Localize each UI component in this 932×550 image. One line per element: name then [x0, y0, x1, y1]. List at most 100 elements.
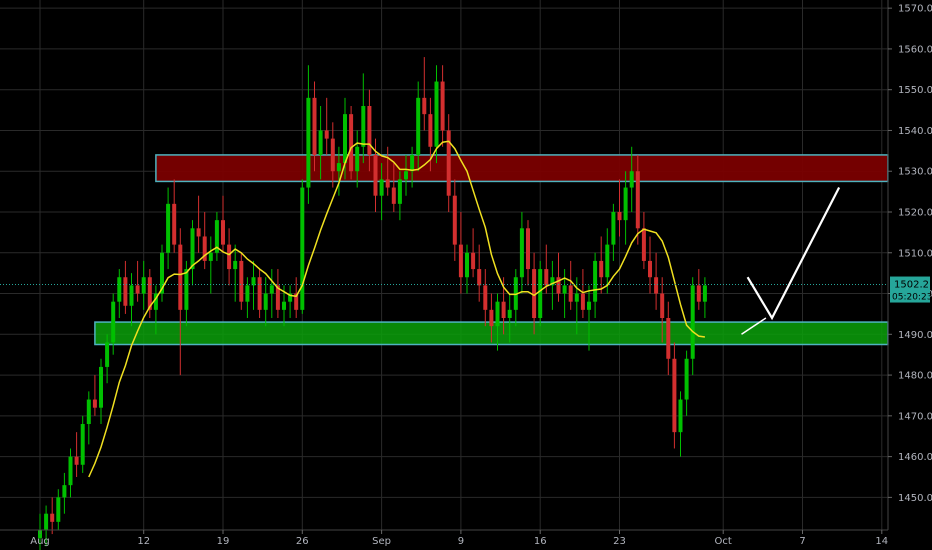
x-tick-label: 14 — [875, 536, 888, 547]
candle-body — [471, 252, 476, 270]
candle-body — [617, 212, 622, 221]
last-price-badge-box — [890, 276, 930, 303]
candle-body — [135, 285, 140, 294]
candle-body — [526, 228, 530, 270]
y-tick-label: 1550.00 — [898, 85, 932, 96]
candle-body — [446, 130, 451, 196]
y-tick-label: 1540.00 — [898, 126, 932, 137]
bar-countdown: 05:20:23 — [892, 293, 932, 303]
candle-body — [489, 309, 494, 327]
candle-body — [507, 309, 512, 318]
projection-lines — [741, 186, 841, 335]
candle-body — [355, 146, 360, 172]
projection-path-secondary — [741, 317, 767, 335]
candle-body — [208, 252, 213, 261]
candle-body — [336, 163, 341, 172]
y-axis[interactable]: 1450.001460.001470.001480.001490.001500.… — [888, 4, 932, 504]
moving-average-line — [88, 140, 706, 478]
candle-body — [440, 81, 445, 131]
candle-body — [623, 187, 628, 221]
candle-body — [391, 187, 396, 204]
x-tick-label: Sep — [372, 536, 391, 547]
candle-body — [599, 260, 604, 278]
candle-body — [532, 269, 537, 318]
x-tick-label: Aug — [30, 536, 50, 547]
candle-body — [117, 277, 122, 302]
candle-body — [111, 301, 116, 343]
candle-body — [56, 497, 61, 522]
candle-body — [629, 171, 634, 188]
x-tick-label: 26 — [296, 536, 309, 547]
candle-body — [275, 285, 280, 310]
candle-body — [574, 293, 579, 302]
candle-body — [269, 285, 274, 294]
candle-body — [660, 293, 665, 318]
candle-body — [672, 358, 677, 433]
candle-body — [410, 154, 415, 172]
candles — [38, 57, 707, 550]
candle-body — [458, 244, 463, 278]
candle-body — [666, 318, 671, 359]
candle-body — [99, 366, 103, 408]
x-tick-label: 9 — [458, 536, 464, 547]
candle-body — [324, 130, 329, 139]
x-tick-label: 16 — [534, 536, 547, 547]
candle-body — [80, 424, 85, 465]
x-tick-label: 23 — [613, 536, 626, 547]
candle-body — [641, 228, 646, 261]
candle-body — [50, 513, 55, 522]
x-axis[interactable]: Aug 12 19 26 Sep 9 16 23 Oct 7 14 — [30, 530, 888, 547]
candle-body — [257, 277, 262, 310]
candle-body — [330, 138, 335, 172]
candle-body — [147, 277, 152, 310]
candle-body — [166, 203, 171, 253]
y-tick-label: 1530.00 — [898, 167, 932, 178]
candle-body — [580, 293, 585, 310]
candle-body — [141, 277, 146, 294]
candle-body — [214, 220, 219, 253]
candle-body — [86, 399, 91, 424]
resistance-zone — [155, 154, 889, 183]
projection-path — [746, 186, 841, 321]
y-tick-label: 1570.00 — [898, 4, 932, 15]
candle-body — [306, 97, 311, 188]
candle-body — [568, 285, 573, 302]
candle-body — [404, 171, 408, 180]
candle-body — [221, 220, 225, 245]
candle-body — [690, 285, 695, 359]
candle-body — [422, 97, 427, 115]
candle-body — [550, 277, 555, 286]
candle-body — [562, 285, 567, 294]
y-tick-label: 1510.00 — [898, 248, 932, 259]
candle-body — [294, 293, 299, 310]
y-tick-label: 1450.00 — [898, 493, 932, 504]
candle-body — [483, 285, 488, 310]
candle-body — [312, 97, 317, 155]
candle-body — [654, 277, 659, 294]
x-tick-label: 19 — [217, 536, 230, 547]
y-tick-label: 1520.00 — [898, 208, 932, 219]
candle-body — [38, 530, 42, 539]
candle-body — [196, 228, 201, 237]
candle-body — [343, 114, 347, 164]
candle-body — [245, 285, 250, 302]
candle-body — [184, 269, 189, 310]
last-price-value: 1502.21 — [894, 280, 932, 291]
x-tick-label: 12 — [137, 536, 150, 547]
candle-body — [178, 244, 183, 310]
y-tick-label: 1480.00 — [898, 371, 932, 382]
candle-body — [288, 293, 293, 302]
candle-body — [587, 301, 591, 310]
candle-body — [227, 244, 232, 270]
candle-body — [202, 236, 207, 261]
candle-body — [74, 456, 79, 465]
candle-body — [190, 228, 195, 270]
candle-body — [282, 301, 286, 310]
candle-body — [318, 130, 323, 155]
candle-body — [263, 293, 268, 310]
candle-body — [349, 114, 354, 172]
candle-body — [44, 513, 49, 530]
candle-body — [367, 106, 372, 155]
candle-body — [538, 269, 543, 318]
